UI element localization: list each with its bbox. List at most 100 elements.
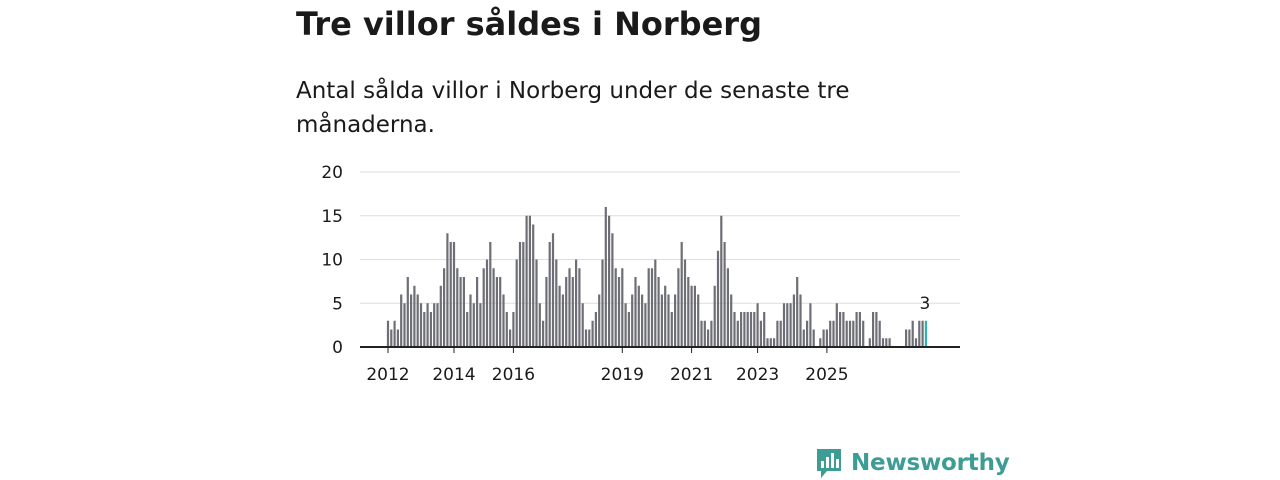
bar bbox=[819, 338, 822, 347]
bar bbox=[914, 338, 918, 347]
bar bbox=[482, 268, 485, 347]
bar bbox=[809, 303, 812, 347]
bar bbox=[829, 320, 832, 347]
bar bbox=[848, 320, 852, 347]
bar bbox=[908, 329, 911, 347]
bar bbox=[832, 320, 835, 347]
bar bbox=[575, 259, 578, 347]
bar bbox=[911, 320, 914, 347]
bar bbox=[436, 303, 439, 347]
bar bbox=[647, 268, 650, 347]
bar bbox=[449, 242, 452, 347]
bar bbox=[654, 259, 657, 347]
bar bbox=[878, 320, 881, 347]
bar bbox=[670, 312, 673, 347]
bar bbox=[466, 312, 469, 347]
bar bbox=[875, 312, 878, 347]
newsworthy-logo: Newsworthy bbox=[815, 447, 1010, 479]
bar bbox=[604, 207, 607, 347]
bar bbox=[872, 312, 875, 347]
bar bbox=[812, 329, 815, 347]
bar bbox=[594, 312, 597, 347]
bar bbox=[548, 242, 551, 347]
bar bbox=[485, 259, 489, 347]
bar bbox=[614, 268, 617, 347]
bar bbox=[571, 277, 574, 347]
bar bbox=[822, 329, 825, 347]
bar bbox=[723, 242, 726, 347]
bar bbox=[773, 338, 776, 347]
bar bbox=[792, 294, 795, 347]
y-tick-label: 0 bbox=[332, 338, 343, 358]
bar bbox=[769, 338, 772, 347]
bar bbox=[921, 320, 924, 347]
bar bbox=[799, 294, 802, 347]
bar bbox=[591, 320, 594, 347]
newsworthy-icon bbox=[817, 449, 841, 478]
bar bbox=[528, 215, 531, 347]
x-tick-label: 2014 bbox=[432, 365, 475, 385]
bar bbox=[687, 277, 690, 347]
bar bbox=[641, 294, 644, 347]
bar bbox=[634, 277, 637, 347]
x-tick-label: 2019 bbox=[601, 365, 644, 385]
bar bbox=[581, 303, 584, 347]
bar bbox=[766, 338, 769, 347]
bar bbox=[660, 294, 663, 347]
bar bbox=[499, 277, 502, 347]
bar bbox=[452, 242, 456, 347]
bar bbox=[835, 303, 838, 347]
bar bbox=[637, 285, 640, 347]
bar bbox=[683, 259, 687, 347]
bar bbox=[776, 320, 779, 347]
bar bbox=[631, 294, 634, 347]
bar bbox=[720, 215, 723, 347]
bar bbox=[416, 294, 419, 347]
bar bbox=[667, 294, 670, 347]
y-axis-ticks: 0 5 10 15 20 bbox=[321, 163, 343, 358]
y-tick-label: 15 bbox=[321, 207, 343, 227]
bar bbox=[677, 268, 680, 347]
bar bbox=[532, 224, 535, 347]
bar bbox=[852, 320, 855, 347]
bar bbox=[403, 303, 406, 347]
bar bbox=[786, 303, 789, 347]
bar bbox=[759, 320, 762, 347]
bar bbox=[443, 268, 446, 347]
bar bbox=[598, 294, 601, 347]
bar bbox=[479, 303, 482, 347]
bar bbox=[707, 329, 710, 347]
bar bbox=[657, 277, 660, 347]
y-tick-label: 5 bbox=[332, 294, 343, 314]
bar bbox=[578, 268, 581, 347]
bar bbox=[825, 329, 828, 347]
bar bbox=[462, 277, 465, 347]
bar bbox=[469, 294, 472, 347]
bar bbox=[693, 285, 696, 347]
bar bbox=[558, 285, 561, 347]
bar bbox=[400, 294, 403, 347]
bar bbox=[522, 242, 525, 347]
bar bbox=[746, 312, 749, 347]
bar bbox=[858, 312, 861, 347]
bar bbox=[796, 277, 799, 347]
bar bbox=[697, 294, 700, 347]
x-tick-label: 2016 bbox=[492, 365, 535, 385]
bar bbox=[885, 338, 888, 347]
brand-name: Newsworthy bbox=[851, 450, 1010, 476]
bar bbox=[733, 312, 736, 347]
bar bbox=[756, 303, 759, 347]
bar bbox=[918, 320, 921, 347]
chart-subtitle: Antal sålda villor i Norberg under de se… bbox=[296, 78, 850, 138]
bar bbox=[611, 233, 614, 347]
bar bbox=[406, 277, 409, 347]
bar bbox=[601, 259, 604, 347]
bar bbox=[535, 259, 538, 347]
bar bbox=[512, 312, 515, 347]
bar bbox=[393, 320, 396, 347]
bar bbox=[502, 294, 505, 347]
bar bbox=[730, 294, 733, 347]
bars bbox=[386, 207, 927, 347]
bar bbox=[561, 294, 564, 347]
